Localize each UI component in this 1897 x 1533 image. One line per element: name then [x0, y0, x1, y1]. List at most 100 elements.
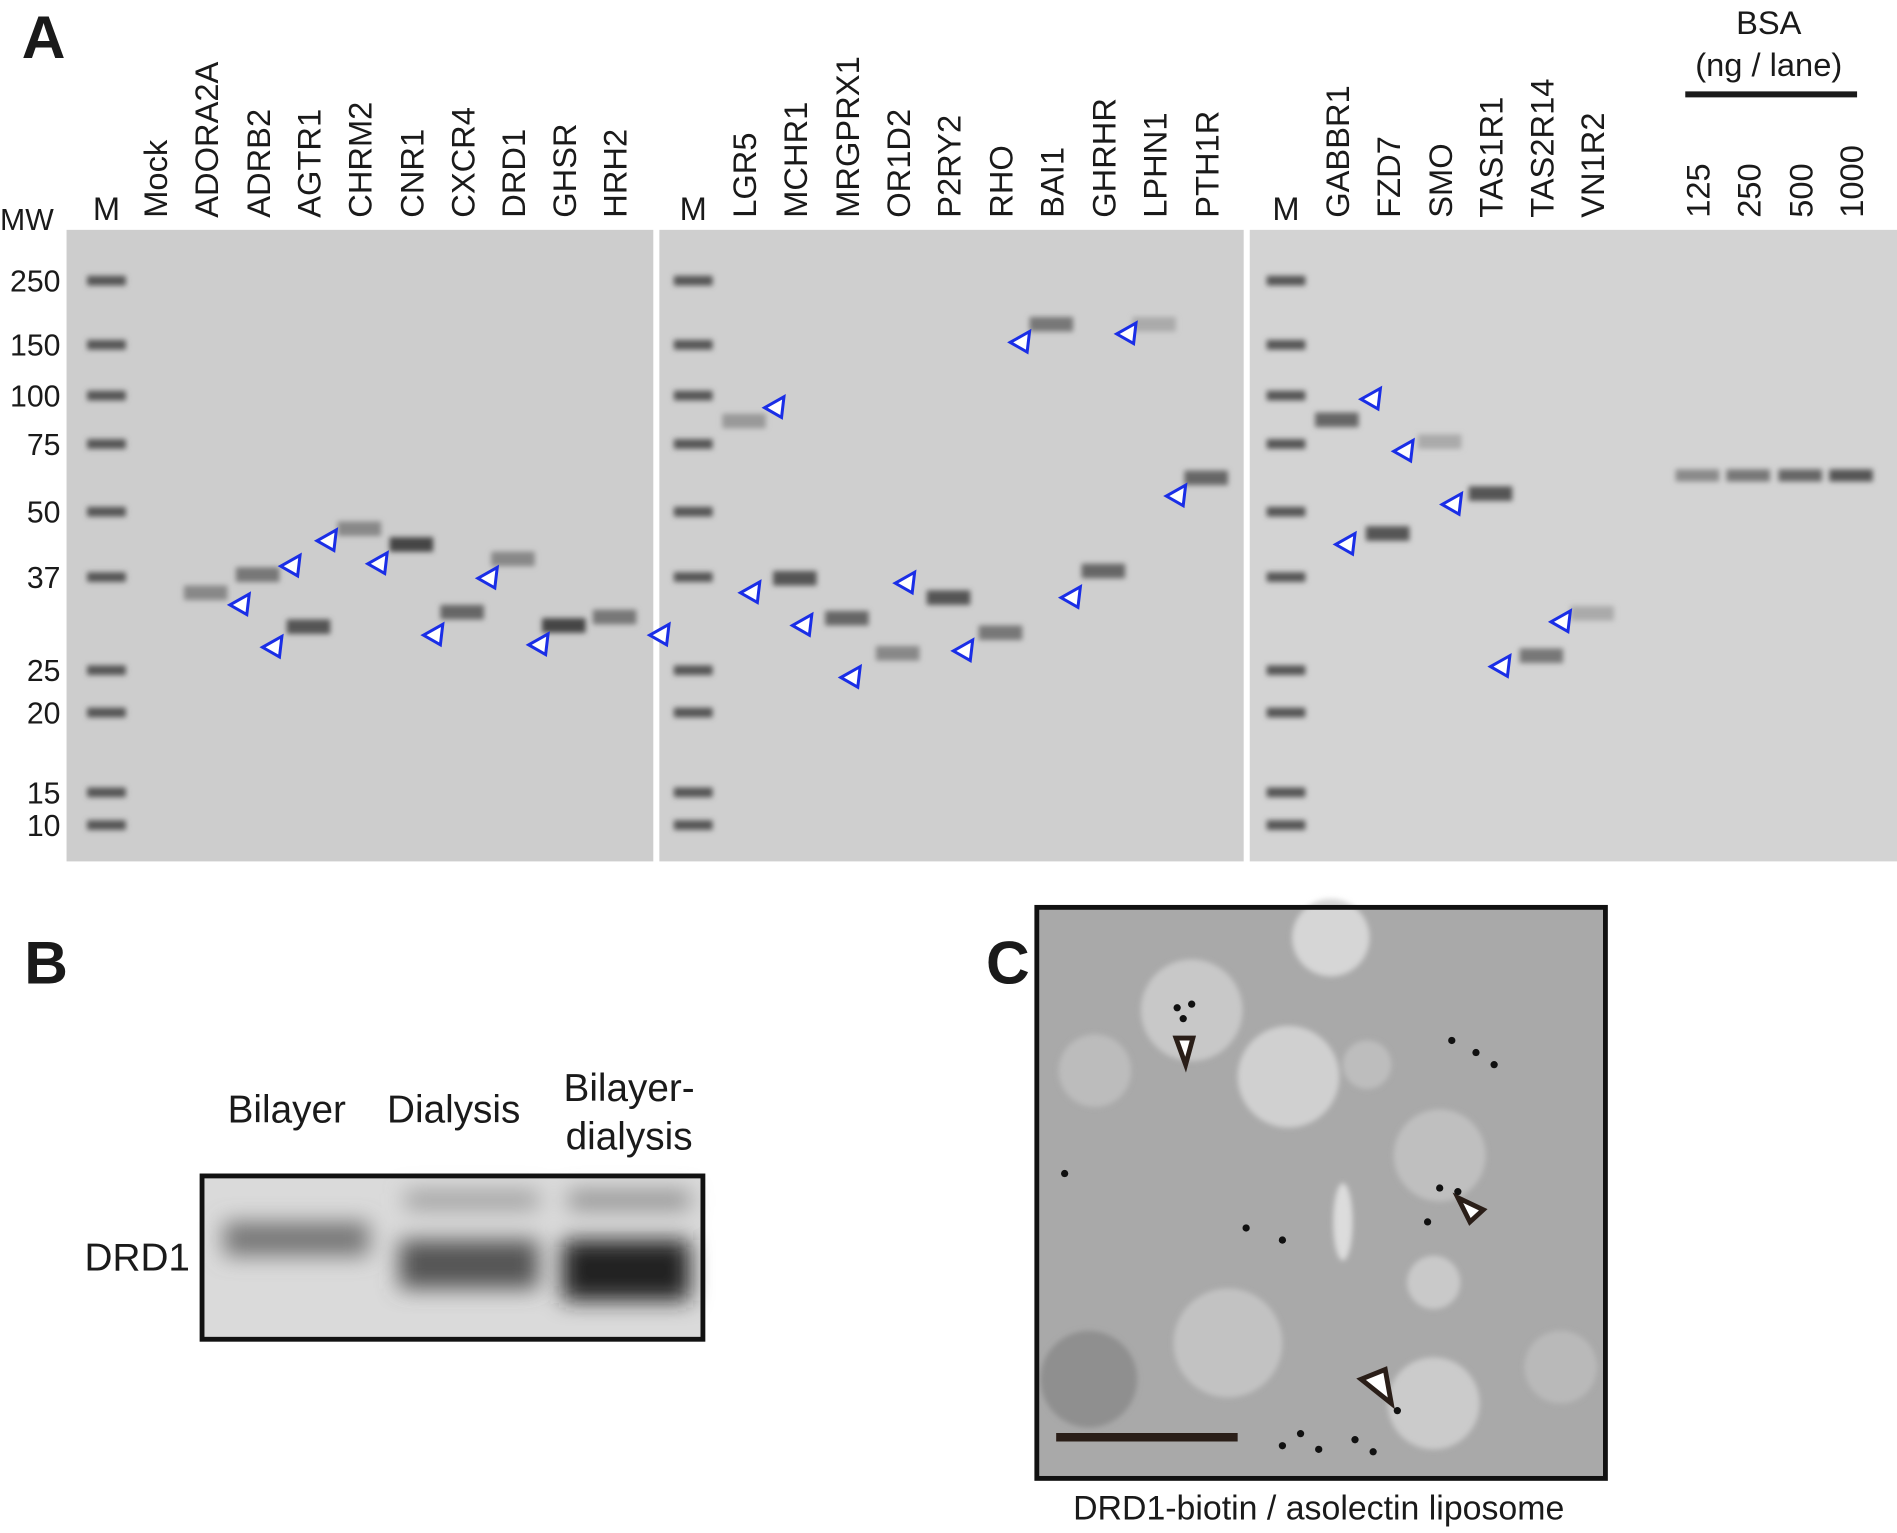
lane-label: 500	[1782, 163, 1819, 218]
bsa-unit: (ng / lane)	[1695, 46, 1842, 83]
protein-band	[1519, 648, 1564, 663]
lane-label: 250	[1730, 163, 1767, 218]
marker-band	[673, 572, 713, 582]
arrowhead	[950, 637, 975, 664]
marker-band	[1266, 275, 1306, 286]
arrowhead	[1332, 530, 1357, 557]
mw-label: 25	[27, 655, 61, 688]
marker-band	[673, 439, 713, 449]
arrowhead	[837, 663, 863, 690]
lane-label: ADORA2A	[188, 61, 225, 217]
arrowhead	[1163, 482, 1188, 509]
lane-label: AGTR1	[291, 109, 328, 218]
lane-label: MCHR1	[777, 102, 814, 218]
marker-band	[673, 707, 713, 718]
marker-band	[87, 339, 126, 350]
marker-band	[87, 506, 126, 517]
protein-band	[1417, 434, 1462, 449]
protein-band	[875, 646, 920, 661]
protein-band	[337, 521, 382, 536]
lane-label: CHRM2	[341, 102, 378, 218]
mw-label: 15	[27, 777, 61, 810]
gel-panel	[659, 229, 1244, 862]
protein-band	[1468, 486, 1513, 501]
marker-band	[1266, 787, 1306, 798]
protein-band	[825, 610, 869, 626]
arrowhead	[1113, 320, 1138, 347]
arrowhead	[1487, 652, 1512, 679]
condition-label: Dialysis	[387, 1089, 520, 1132]
lane-label: CNR1	[393, 129, 430, 218]
protein-band	[1675, 469, 1720, 482]
arrowhead	[1007, 328, 1032, 355]
lane-label: P2RY2	[931, 115, 968, 218]
protein-band	[1315, 412, 1359, 428]
arrowhead	[364, 550, 389, 576]
gel-panel	[66, 229, 654, 862]
lane-label: PTH1R	[1188, 111, 1225, 218]
lane-label: ADRB2	[240, 109, 277, 218]
protein-band	[235, 567, 280, 582]
marker-band	[673, 820, 713, 830]
protein-band	[183, 585, 228, 601]
em-arrows	[1172, 1035, 1488, 1410]
marker-band	[673, 275, 713, 286]
arrowhead	[259, 633, 284, 660]
marker-band	[673, 665, 713, 676]
lane-label: SMO	[1422, 143, 1459, 217]
lane-label: TAS1R1	[1473, 97, 1510, 218]
lane-label: GHRHR	[1085, 98, 1122, 218]
arrowhead	[277, 552, 302, 579]
arrowhead	[1057, 583, 1083, 610]
gel-panel	[1249, 229, 1897, 862]
bsa-title: BSA	[1736, 4, 1802, 41]
gel-bands	[87, 275, 1873, 830]
marker-band	[673, 787, 713, 798]
marker-band	[1266, 665, 1306, 676]
protein-band	[286, 619, 331, 634]
lane-label: M	[680, 190, 707, 227]
blot-bands	[223, 1191, 690, 1301]
lane-label: DRD1	[495, 129, 532, 218]
marker-band	[87, 787, 126, 798]
lane-label: FZD7	[1370, 136, 1407, 218]
mw-label: 37	[27, 562, 61, 595]
arrowhead	[789, 611, 814, 638]
protein-band	[1778, 469, 1822, 482]
arrowhead	[525, 631, 550, 657]
marker-band	[87, 439, 126, 449]
marker-band	[87, 572, 126, 582]
lane-labels: M Mock ADORA2A ADRB2 AGTR1 CHRM2 CNR1 CXCR4 DRD1…	[10, 56, 1870, 843]
condition-label: Bilayer-	[564, 1067, 695, 1110]
band-label: DRD1	[85, 1236, 190, 1279]
arrowhead	[313, 527, 339, 553]
marker-band	[1266, 390, 1306, 401]
protein-band	[1132, 316, 1176, 332]
lane-label: CXCR4	[444, 107, 481, 218]
mw-label: 20	[27, 697, 61, 730]
em-texture	[1040, 898, 1597, 1450]
panel-label: C	[986, 929, 1030, 997]
marker-band	[1266, 572, 1306, 582]
lane-label: M	[1272, 190, 1299, 227]
marker-band	[1266, 506, 1306, 517]
mw-label: 50	[27, 497, 61, 530]
protein-band	[926, 590, 971, 605]
lane-label: MRGPRX1	[829, 56, 866, 218]
marker-band	[87, 275, 126, 286]
marker-band	[87, 665, 126, 676]
marker-band	[1266, 439, 1306, 449]
arrowhead	[646, 621, 671, 648]
caption: DRD1-biotin / asolectin liposome	[1073, 1490, 1564, 1528]
panel-label: B	[24, 929, 68, 997]
arrowhead	[474, 564, 500, 591]
arrowhead	[226, 591, 252, 618]
lane-label: LPHN1	[1136, 112, 1173, 217]
lane-label: 1000	[1833, 145, 1870, 218]
condition-label: Bilayer	[228, 1089, 346, 1132]
protein-band	[978, 625, 1023, 640]
panel-label: A	[22, 3, 66, 71]
lane-label: VN1R2	[1574, 112, 1611, 217]
marker-band	[1266, 339, 1306, 350]
